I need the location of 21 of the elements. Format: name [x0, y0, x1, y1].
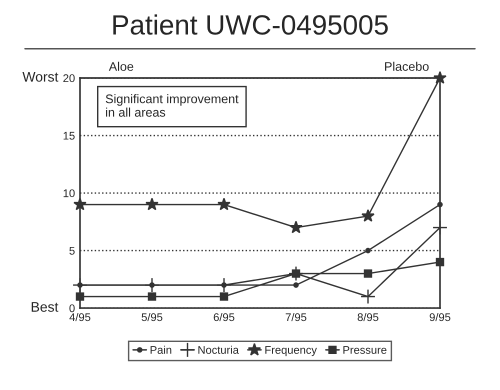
y-tick-label: 15 [64, 132, 75, 140]
x-tick-label: 8/95 [358, 312, 378, 322]
legend-label: Pressure [343, 346, 386, 354]
text: Placebo [385, 62, 429, 71]
x-tick-label: 9/95 [430, 312, 450, 322]
legend-label: Frequency [265, 346, 317, 356]
legend-label: Pain [150, 346, 172, 354]
x-tick-label: 7/95 [286, 312, 306, 322]
x-tick-label: 6/95 [214, 312, 234, 322]
x-tick-label: 5/95 [142, 312, 162, 322]
text: Aloe [108, 62, 134, 71]
text: Worst [22, 72, 58, 82]
annotation: Significant improvement in all areas [106, 94, 238, 117]
text: Best [32, 302, 58, 312]
x-tick-label: 4/95 [69, 312, 90, 322]
chart-title: Patient UWC-0495005 [113, 14, 388, 35]
y-tick-label: 20 [63, 74, 75, 82]
legend-label: Nocturia [198, 346, 239, 354]
y-tick-label: 10 [64, 189, 75, 198]
y-tick-label: 0 [69, 304, 75, 312]
y-tick-label: 5 [69, 246, 75, 255]
